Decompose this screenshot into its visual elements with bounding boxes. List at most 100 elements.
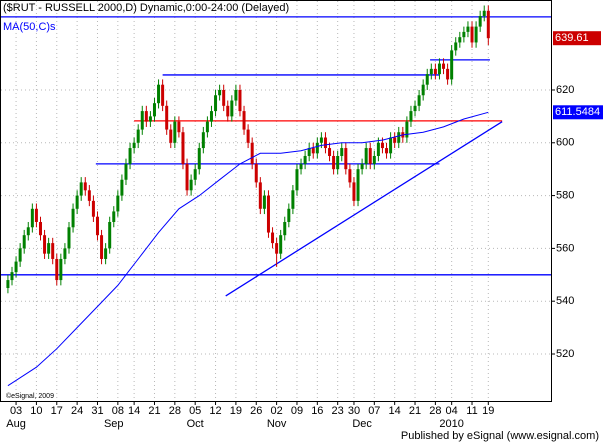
x-tick-label: 05 [189, 405, 201, 417]
candle-body [104, 248, 108, 259]
candle-body [246, 129, 250, 143]
x-tick-label: 31 [91, 405, 103, 417]
x-tick-label: 30 [348, 405, 360, 417]
candle-body [262, 195, 266, 209]
y-tick-label: 540 [556, 295, 574, 307]
candle-body [385, 148, 389, 154]
x-tick-label: 28 [429, 405, 441, 417]
candle-body [189, 179, 193, 191]
candle-body [59, 258, 63, 281]
y-tick-label: 600 [556, 137, 574, 149]
candle-body [79, 182, 83, 196]
candle-body [51, 243, 55, 259]
chart-title: ($RUT - RUSSELL 2000,D) Dynamic,0:00-24:… [3, 2, 289, 14]
y-tick-label: 520 [556, 348, 574, 360]
candle-body [405, 121, 409, 138]
x-tick-label: 14 [389, 405, 401, 417]
candle-body [100, 235, 104, 259]
candle-body [344, 148, 348, 170]
candle-body [47, 243, 51, 254]
candle-body [470, 26, 474, 43]
month-label: Dec [352, 418, 372, 430]
candle-body [144, 111, 148, 122]
month-label: Sep [104, 418, 124, 430]
candle-body [348, 169, 352, 183]
candle-body [433, 68, 437, 75]
marks [1, 5, 551, 387]
plot-frame [0, 0, 552, 402]
candle-body [91, 200, 95, 217]
candle-body [364, 148, 368, 164]
candle-body [275, 243, 279, 254]
candle-body [458, 37, 462, 43]
candle-body [140, 111, 144, 130]
candle-body [128, 148, 132, 164]
x-tick-label: 21 [148, 405, 160, 417]
y-tick-label: 560 [556, 242, 574, 254]
candle-body [75, 195, 79, 209]
candle-body [389, 137, 393, 154]
candle-body [336, 155, 340, 170]
x-tick-label: 21 [409, 405, 421, 417]
candle-body [218, 89, 222, 96]
y-tick-label: 620 [556, 84, 574, 96]
candle-body [95, 216, 99, 236]
candle-body [283, 221, 287, 236]
x-tick-label: 07 [368, 405, 380, 417]
candle-body [124, 163, 128, 180]
x-tick-label: 02 [270, 405, 282, 417]
candle-body [462, 31, 466, 38]
x-tick-label: 12 [209, 405, 221, 417]
candle-body [299, 163, 303, 170]
candle-body [22, 235, 26, 249]
candle-body [421, 84, 425, 96]
candle-body [71, 208, 75, 228]
candle-body [295, 169, 299, 191]
candle-body [108, 221, 112, 249]
candle-body [380, 142, 384, 149]
candle-body [87, 190, 91, 201]
watermark: ©eSignal, 2009 [6, 392, 54, 400]
candle-body [372, 155, 376, 164]
candle-body [209, 111, 213, 122]
candle-body [258, 182, 262, 209]
x-tick-label: 23 [332, 405, 344, 417]
candle-body [429, 68, 433, 75]
candle-body [352, 182, 356, 201]
candle-body [116, 195, 120, 212]
candle-body [266, 195, 270, 233]
candle-body [319, 137, 323, 143]
x-tick-label: 08 [112, 405, 124, 417]
candle-body [307, 148, 311, 156]
candle-body [437, 63, 441, 75]
candle-body [165, 105, 169, 130]
candle-body [287, 208, 291, 222]
ma-value-box [553, 105, 603, 120]
x-tick-label: 24 [71, 405, 83, 417]
indicator-label: MA(50,C)s [3, 21, 56, 33]
candle-body [311, 148, 315, 154]
candle-body [185, 163, 189, 191]
candle-body [328, 148, 332, 156]
drawn-line [225, 121, 503, 297]
x-tick-label: 19 [230, 405, 242, 417]
candle-body [450, 50, 454, 80]
moving-average [7, 111, 489, 387]
candle-body [454, 42, 458, 51]
candle-body [173, 121, 177, 143]
candle-body [161, 84, 165, 106]
candle-body [323, 137, 327, 149]
candle-body [393, 137, 397, 143]
candle-body [413, 105, 417, 112]
candle-body [120, 179, 124, 196]
footer: Published by eSignal (www.esignal.com) [401, 430, 599, 442]
candle-body [230, 100, 234, 117]
candle-body [417, 95, 421, 106]
candle-body [315, 142, 319, 154]
candle-body [148, 116, 152, 122]
candle-body [55, 258, 59, 281]
candle-body [279, 235, 283, 254]
candle-body [205, 121, 209, 133]
candle-body [112, 211, 116, 222]
candle-body [376, 142, 380, 156]
